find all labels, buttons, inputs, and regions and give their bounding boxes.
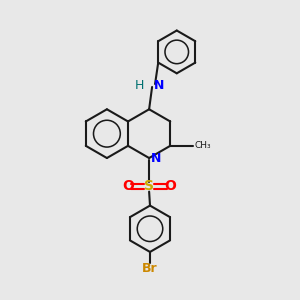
- Text: CH₃: CH₃: [194, 141, 211, 150]
- Text: Br: Br: [142, 262, 158, 275]
- Text: N: N: [151, 152, 161, 164]
- Text: N: N: [154, 79, 164, 92]
- Text: S: S: [144, 179, 154, 193]
- Text: H: H: [135, 79, 144, 92]
- Text: O: O: [122, 179, 134, 193]
- Text: O: O: [165, 179, 176, 193]
